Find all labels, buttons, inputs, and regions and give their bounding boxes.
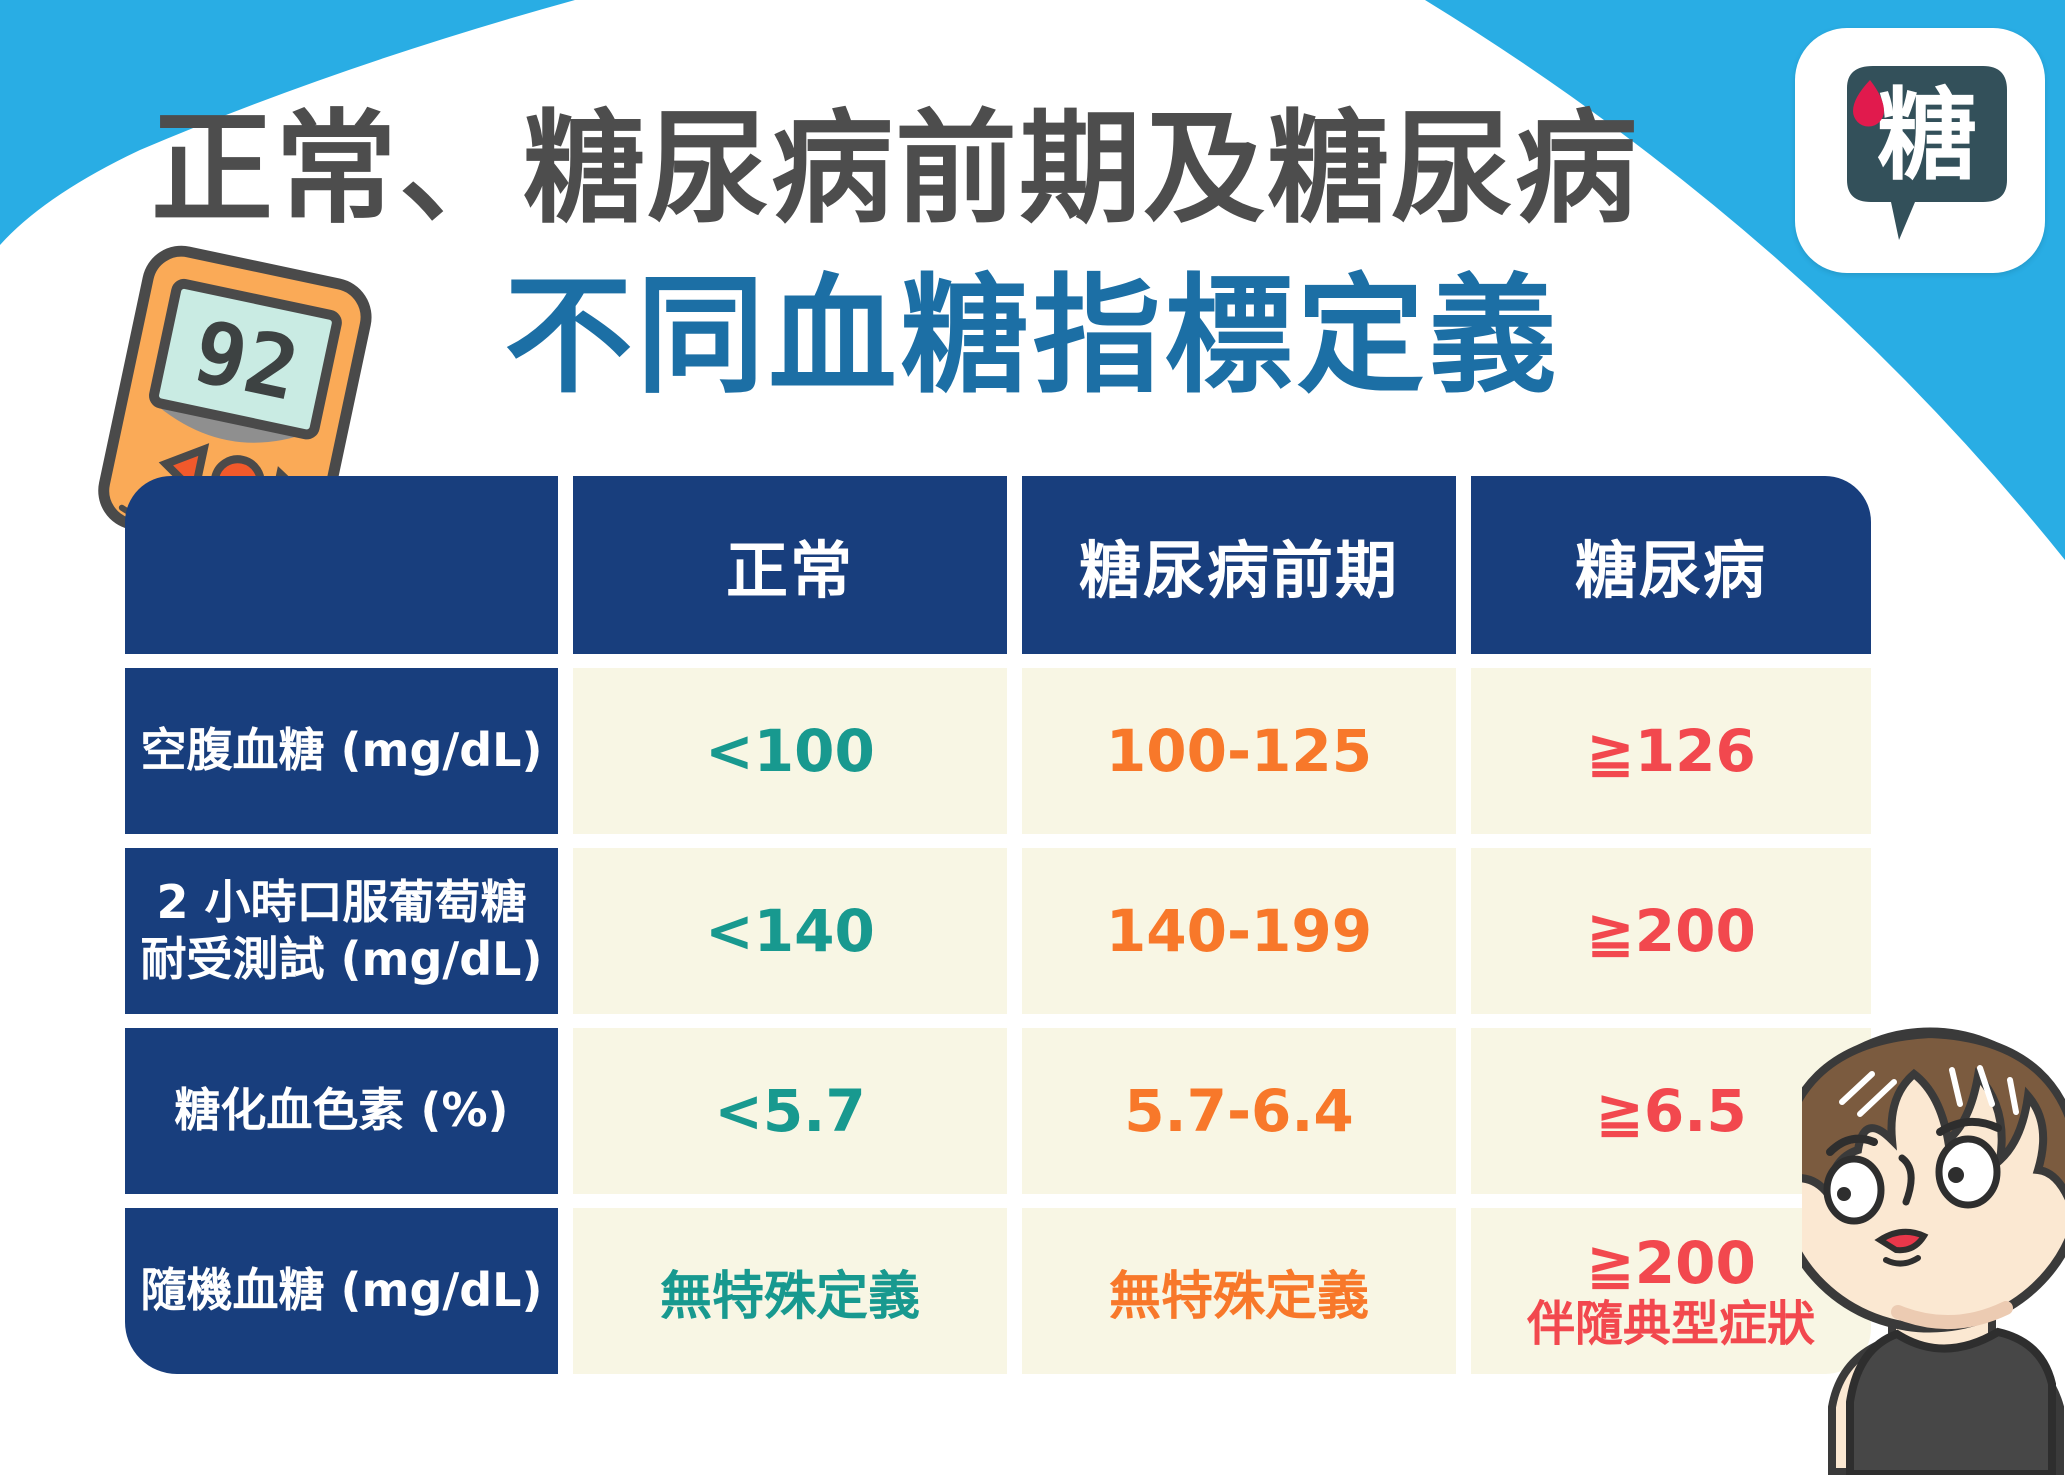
boy-nose — [1898, 1154, 1915, 1206]
cell-fasting-normal: <100 — [573, 668, 1007, 834]
cell-ogtt-diabetes: ≧200 — [1471, 848, 1871, 1014]
row-label-ogtt-line1: 2 小時口服葡萄糖 — [156, 874, 527, 929]
cell-hba1c-prediabetes: 5.7-6.4 — [1022, 1028, 1456, 1194]
cell-random-prediabetes: 無特殊定義 — [1022, 1208, 1456, 1374]
meter-screen — [149, 278, 342, 440]
cell-random-diabetes-line1: ≧200 — [1586, 1229, 1756, 1298]
cell-fasting-prediabetes: 100-125 — [1022, 668, 1456, 834]
cell-random-normal: 無特殊定義 — [573, 1208, 1007, 1374]
row-label-ogtt-line2: 耐受測試 (mg/dL) — [140, 932, 543, 986]
table-corner-cell — [125, 476, 558, 654]
cell-hba1c-normal: <5.7 — [573, 1028, 1007, 1194]
boy-tank-top — [1846, 1327, 2056, 1475]
row-label-random-glucose: 隨機血糖 (mg/dL) — [125, 1208, 558, 1374]
boy-mouth — [1874, 1228, 1929, 1254]
row-label-ogtt: 2 小時口服葡萄糖 耐受測試 (mg/dL) — [125, 848, 558, 1014]
column-header-prediabetes: 糖尿病前期 — [1022, 476, 1456, 654]
cell-fasting-diabetes: ≧126 — [1471, 668, 1871, 834]
column-header-diabetes: 糖尿病 — [1471, 476, 1871, 654]
cell-ogtt-prediabetes: 140-199 — [1022, 848, 1456, 1014]
blood-drop-icon — [1853, 80, 1884, 127]
sugar-app-logo: 糖 — [1795, 28, 2045, 273]
row-label-fasting-glucose: 空腹血糖 (mg/dL) — [125, 668, 558, 834]
row-label-hba1c: 糖化血色素 (%) — [125, 1028, 558, 1194]
boy-illustration — [1802, 1027, 2065, 1475]
page-title: 正常、糖尿病前期及糖尿病 — [151, 98, 1639, 240]
column-header-normal: 正常 — [573, 476, 1007, 654]
boy-left-eye — [1823, 1155, 1885, 1225]
cell-ogtt-normal: <140 — [573, 848, 1007, 1014]
cell-random-diabetes-line2: 伴隨典型症狀 — [1526, 1295, 1815, 1352]
glucose-definition-table: 正常 糖尿病前期 糖尿病 空腹血糖 (mg/dL) <100 100-125 ≧… — [125, 476, 1871, 1374]
meter-reading: 92 — [185, 302, 307, 421]
logo-character: 糖 — [1877, 77, 1977, 194]
page-subtitle: 不同血糖指標定義 — [504, 262, 1561, 411]
boy-right-eye — [1935, 1135, 2001, 1209]
speech-bubble-icon: 糖 — [1847, 66, 2007, 240]
